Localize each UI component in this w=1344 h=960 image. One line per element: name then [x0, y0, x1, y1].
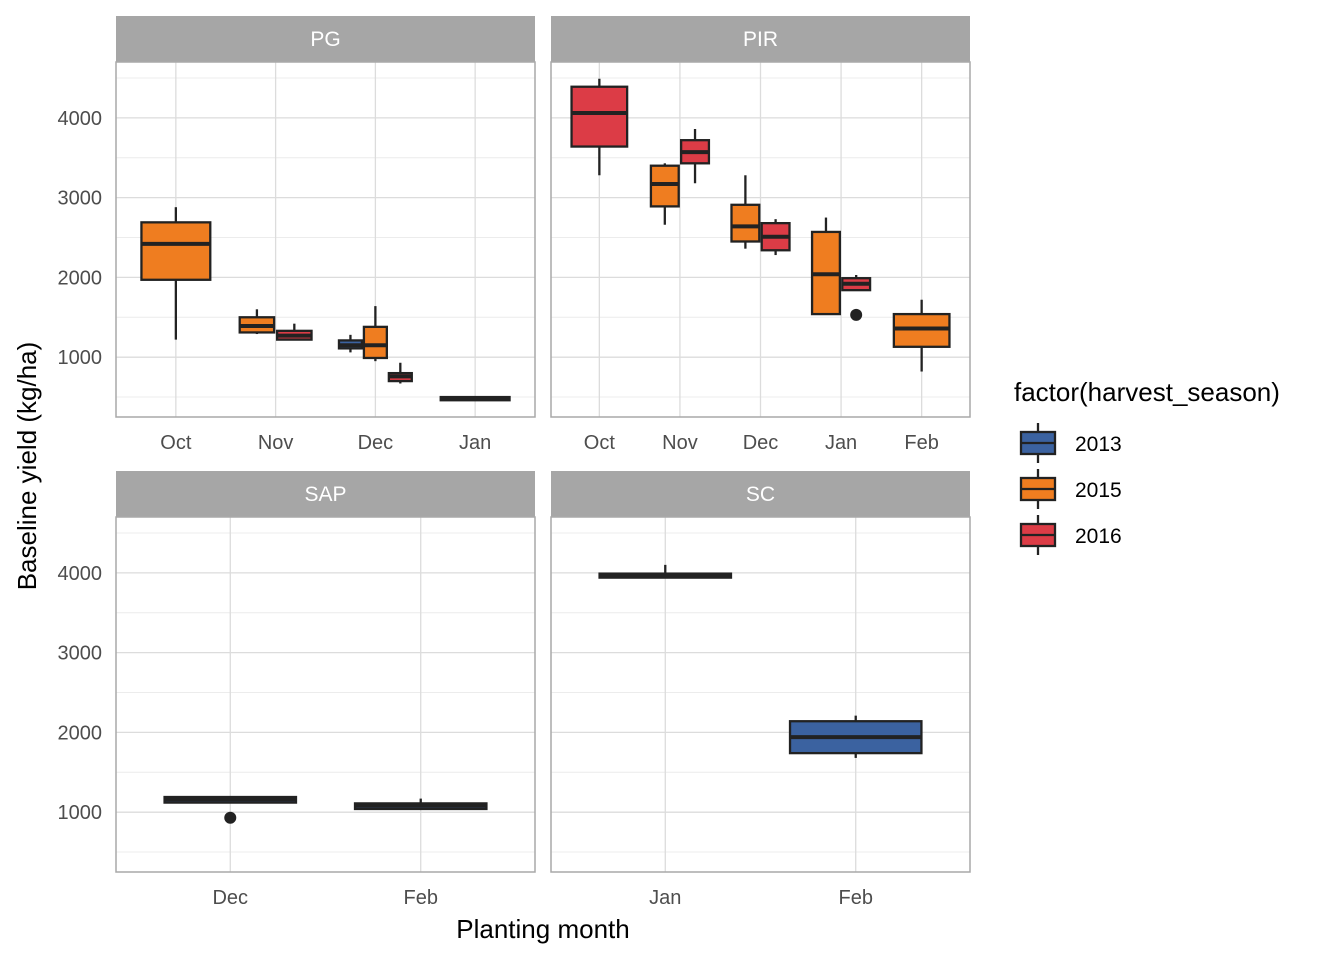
x-tick-label: Feb: [904, 432, 938, 454]
facet-strip-label: PG: [310, 28, 340, 51]
box-jan-2016: [841, 275, 872, 321]
box-dec-2015: [362, 306, 389, 362]
x-tick-label: Nov: [258, 432, 294, 454]
facet-strip-label: SC: [746, 483, 775, 506]
y-tick-label: 4000: [58, 108, 103, 130]
facet-strip-label: PIR: [743, 28, 778, 51]
y-tick-label: 3000: [58, 188, 103, 210]
box-nov-2015: [649, 163, 680, 225]
x-tick-label: Dec: [212, 887, 248, 909]
legend-title: factor(harvest_season): [1014, 377, 1280, 407]
legend-item-2015: 2015: [1019, 469, 1122, 509]
y-tick-label: 4000: [58, 563, 103, 585]
box-dec-2013: [163, 795, 298, 824]
box-iqr-rect: [730, 203, 761, 243]
box-nov-2015: [238, 309, 276, 335]
x-tick-label: Dec: [358, 432, 394, 454]
x-tick-label: Oct: [160, 432, 192, 454]
panel-border: [115, 61, 536, 418]
x-tick-label: Dec: [743, 432, 779, 454]
box-oct-2015: [140, 207, 212, 340]
panel-border: [115, 516, 536, 873]
facet-panel-pg: PG Oct Nov Dec Jan 1000 2000 3000 4000: [58, 16, 536, 454]
legend-label: 2013: [1075, 433, 1122, 456]
box-outlier-point: [850, 308, 863, 321]
facet-strip: [551, 471, 970, 517]
box-dec-2016: [760, 219, 791, 256]
box-jan-2015: [810, 217, 842, 316]
y-tick-label: 1000: [58, 802, 103, 824]
box-feb-2013: [353, 798, 488, 811]
facet-panels: PG Oct Nov Dec Jan 1000 2000 3000 4000 PIR Oct Nov D…: [58, 16, 971, 909]
box-nov-2016: [275, 323, 313, 341]
x-tick-label: Oct: [584, 432, 616, 454]
box-feb-2013: [788, 715, 923, 758]
box-dec-2015: [730, 175, 761, 249]
legend: factor(harvest_season) 2013 2015 2016: [1014, 377, 1280, 555]
box-dec-2013: [337, 334, 364, 353]
facet-strip: [116, 16, 535, 62]
box-iqr-rect: [140, 221, 212, 281]
facet-panel-pir: PIR Oct Nov Dec Jan Feb: [550, 16, 971, 454]
panel-border: [550, 61, 971, 418]
x-axis-title: Planting month: [456, 914, 629, 944]
panel-border: [550, 516, 971, 873]
facet-strip-label: SAP: [304, 483, 346, 506]
box-dec-2016: [387, 362, 413, 384]
x-tick-label: Jan: [649, 887, 681, 909]
panel-background: [116, 517, 535, 872]
legend-item-2013: 2013: [1019, 423, 1122, 463]
legend-label: 2016: [1075, 525, 1122, 548]
x-tick-label: Feb: [403, 887, 437, 909]
y-axis-title: Baseline yield (kg/ha): [12, 342, 42, 591]
legend-label: 2015: [1075, 479, 1122, 502]
legend-item-2016: 2016: [1019, 515, 1122, 555]
box-outlier-point: [224, 811, 237, 824]
box-jan-2013: [598, 564, 733, 579]
panel-background: [551, 517, 970, 872]
y-tick-label: 2000: [58, 267, 103, 289]
facet-panel-sc: SC Jan Feb: [550, 471, 971, 909]
x-tick-label: Jan: [825, 432, 857, 454]
facet-strip: [116, 471, 535, 517]
y-tick-label: 3000: [58, 643, 103, 665]
x-tick-label: Jan: [459, 432, 491, 454]
x-tick-label: Feb: [838, 887, 872, 909]
box-jan-2015: [439, 395, 511, 402]
box-oct-2016: [570, 78, 629, 176]
x-tick-label: Nov: [662, 432, 698, 454]
facet-panel-sap: SAP Dec Feb 1000 2000 3000 4000: [58, 471, 536, 909]
y-tick-label: 2000: [58, 722, 103, 744]
box-feb-2015: [892, 299, 951, 372]
legend-items: 2013 2015 2016: [1019, 423, 1122, 555]
box-iqr-rect: [570, 85, 629, 148]
box-iqr-rect: [362, 325, 389, 360]
facet-strip: [551, 16, 970, 62]
y-tick-label: 1000: [58, 347, 103, 369]
box-nov-2016: [679, 129, 711, 184]
